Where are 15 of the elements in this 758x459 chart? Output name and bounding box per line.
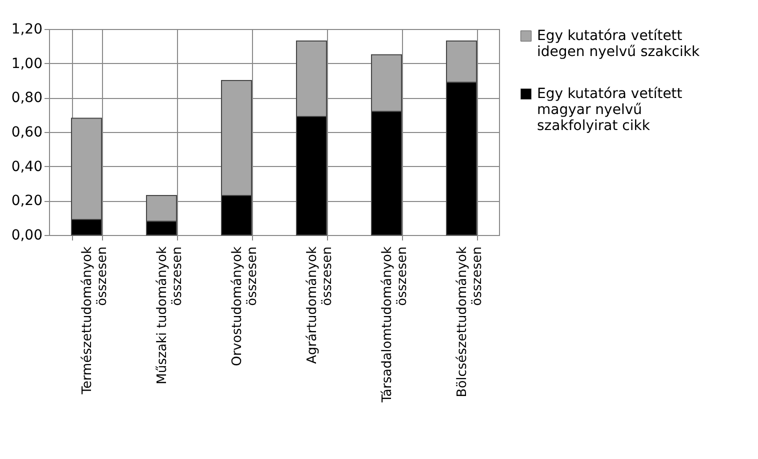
x-tick-label: Természettudományok összesen	[80, 246, 110, 396]
legend-label: Egy kutatóra vetített magyar nyelvű szakfolyirat cikk	[537, 86, 683, 134]
x-tick-label: Társadalomtudományok összesen	[380, 246, 410, 404]
x-tick-label: Bölcsészettudományok összesen	[455, 246, 485, 398]
y-tick-label: 0,00	[11, 228, 42, 244]
y-tick-label: 0,60	[11, 124, 42, 140]
x-tick-label: Orvostudományok összesen	[230, 246, 260, 366]
y-tick-label: 1,00	[11, 56, 42, 72]
y-tick-label: 1,20	[11, 22, 42, 38]
legend-label: Egy kutatóra vetített idegen nyelvű szakcikk	[537, 28, 701, 60]
x-tick-label: Műszaki tudományok összesen	[155, 246, 185, 384]
y-tick-label: 0,40	[11, 158, 42, 175]
x-tick-label: Agrártudományok összesen	[305, 246, 335, 364]
y-tick-label: 0,20	[11, 193, 42, 210]
y-tick-label: 0,80	[11, 90, 42, 106]
